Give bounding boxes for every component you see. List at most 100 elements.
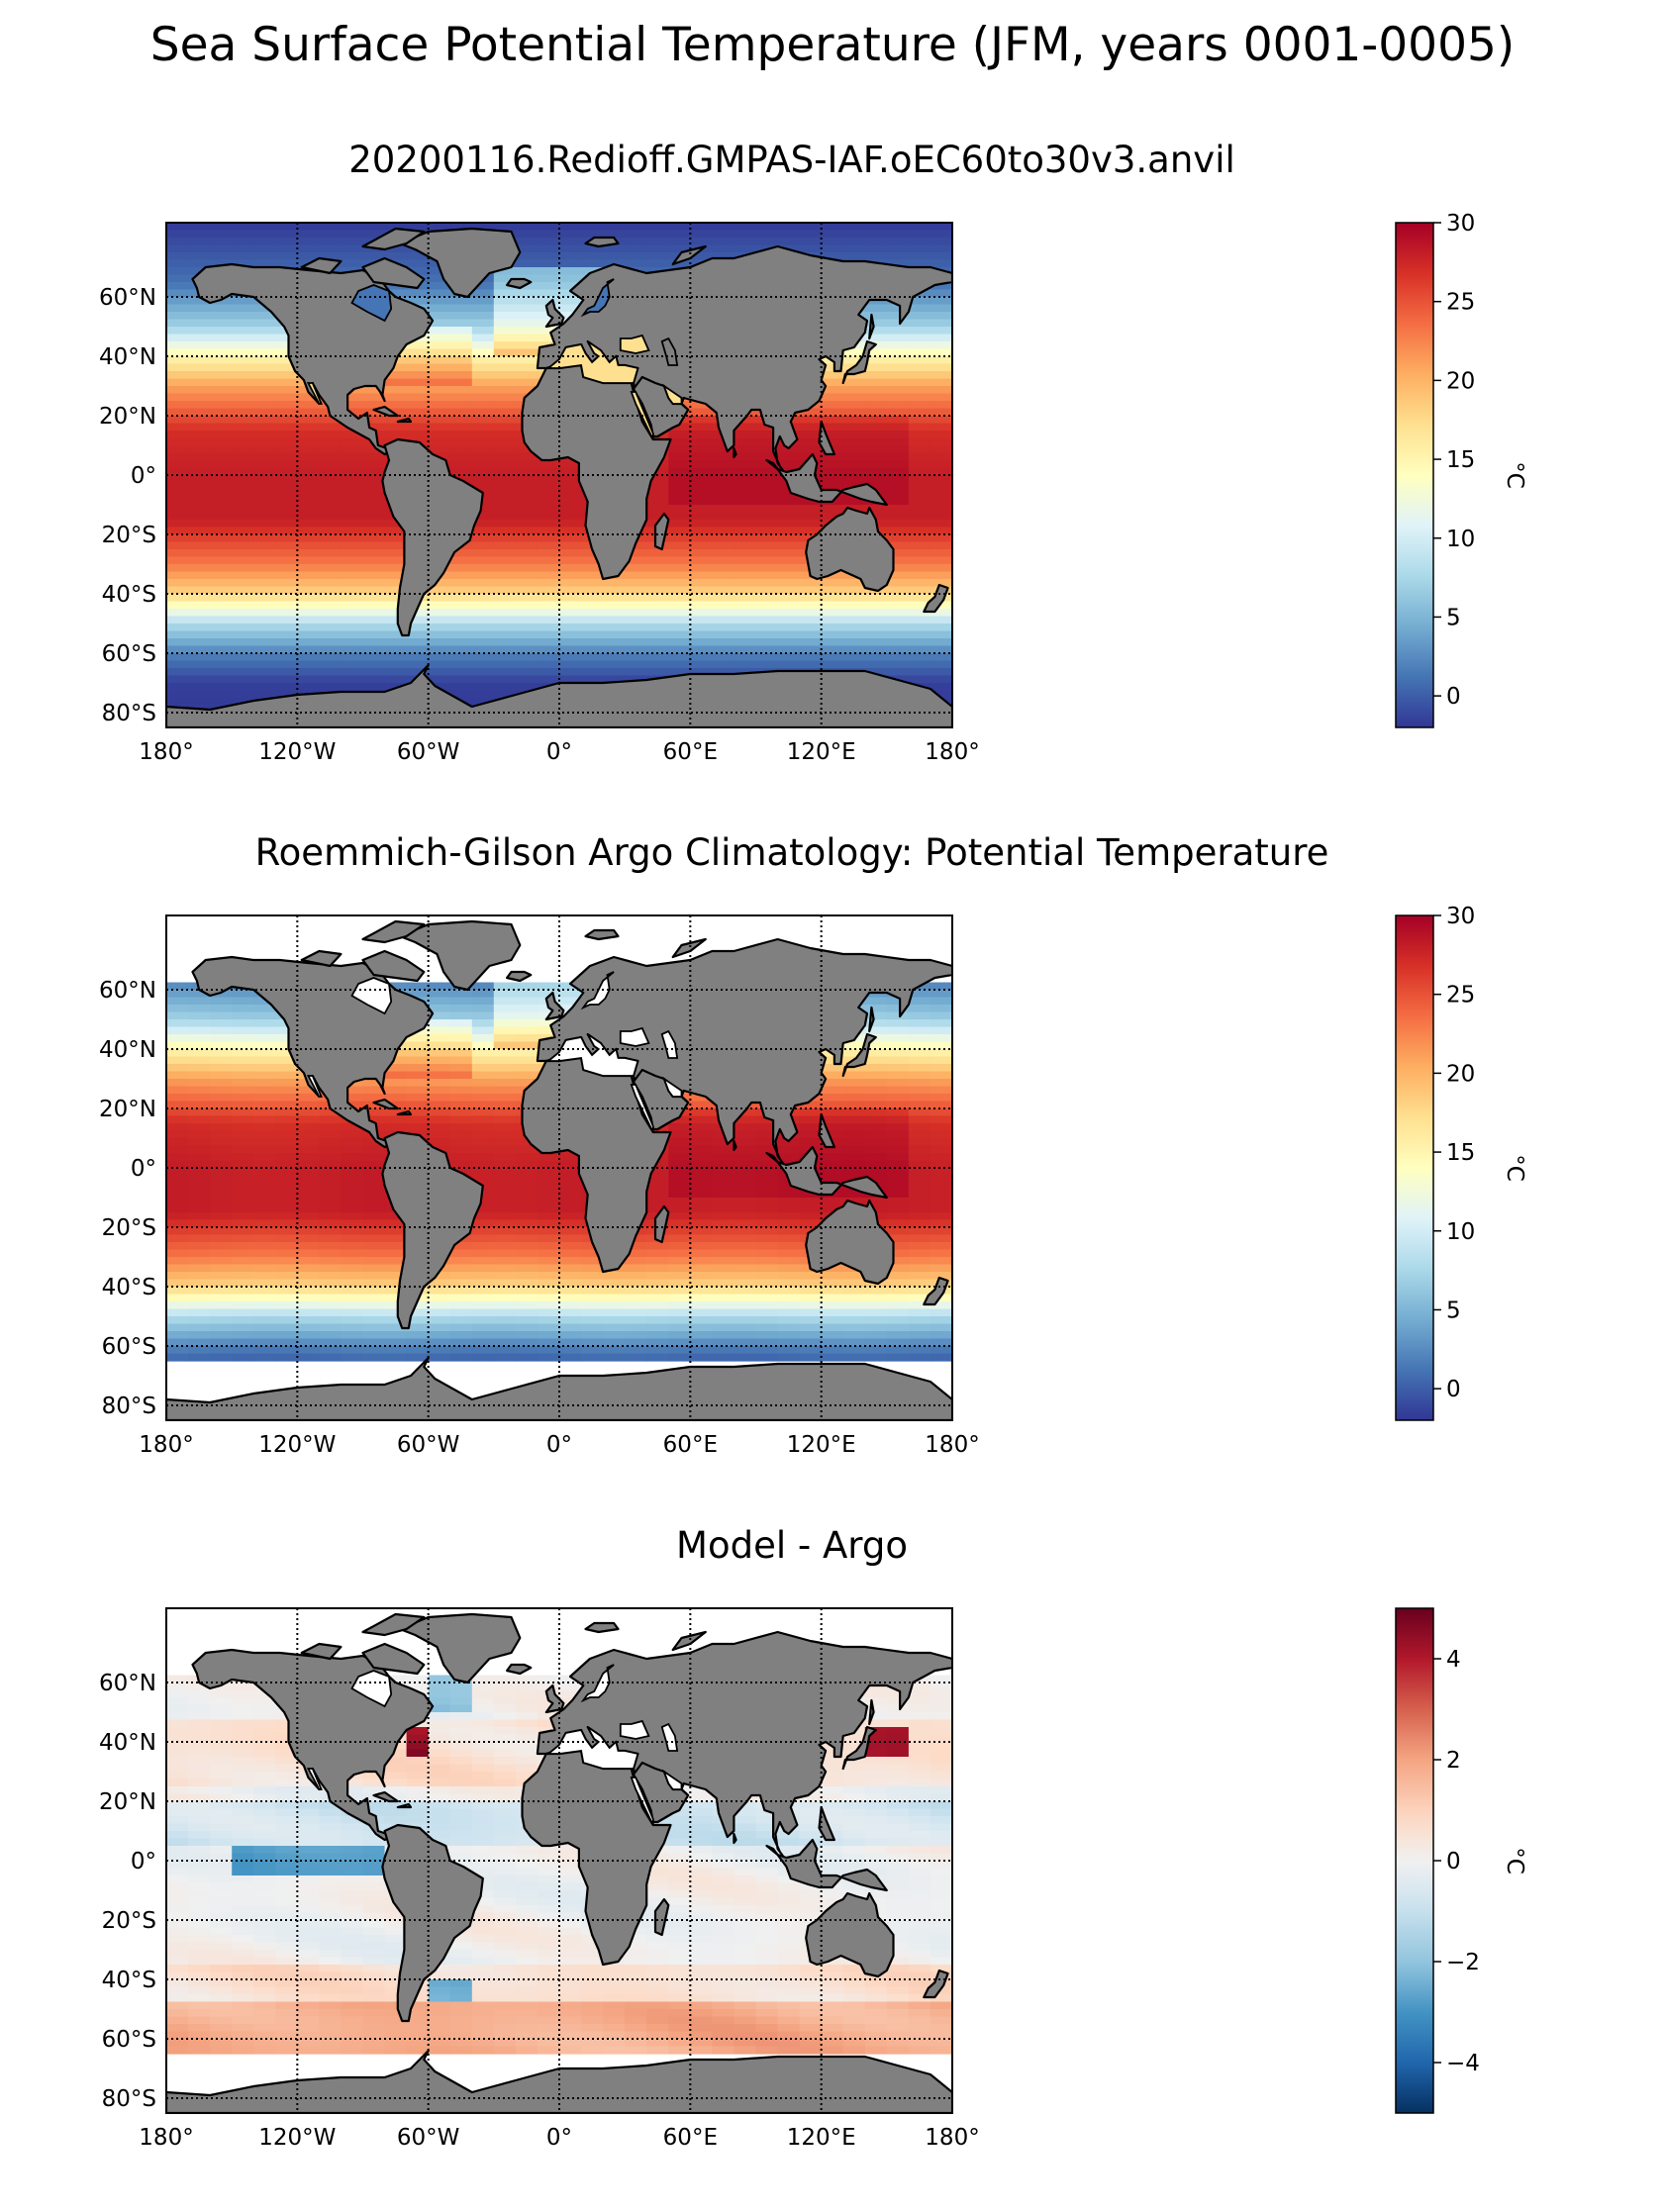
victoria-island-land (300, 256, 343, 275)
gulf-of-california-water (306, 382, 323, 405)
lon-tick-label: 180° (925, 2125, 979, 2151)
panel-3-title: Model - Argo (676, 1524, 908, 1567)
lon-tick-label: 60°E (663, 1432, 718, 1458)
colorbar-tick-label: 30 (1446, 904, 1475, 929)
mediterranean-water (545, 1033, 639, 1077)
colorbar-tick-label: 0 (1446, 684, 1461, 710)
baffin-land (361, 1642, 426, 1676)
lon-tick-label: 0° (546, 2125, 572, 2151)
colorbar-tick-label: 10 (1446, 527, 1475, 552)
lat-tick-label: 20°S (102, 523, 156, 548)
philippines-land (818, 1112, 835, 1149)
lat-tick-label: 60°S (102, 2027, 156, 2053)
colorbar-tick-label: −4 (1446, 2051, 1480, 2076)
lat-tick-label: 40°S (102, 1275, 156, 1300)
lon-tick-label: 0° (546, 739, 572, 765)
lat-tick-label: 40°S (102, 582, 156, 608)
lat-tick-label: 20°S (102, 1215, 156, 1241)
lat-tick-label: 60°N (99, 978, 156, 1004)
colorbar-tick-label: 30 (1446, 211, 1475, 237)
ellesmere-land (361, 919, 426, 944)
lat-tick-label: 0° (131, 1156, 156, 1182)
baffin-land (361, 256, 426, 290)
persian-gulf-water (662, 1076, 683, 1098)
colorbar-tick-label: 4 (1446, 1647, 1461, 1673)
svalbard-land (584, 1621, 620, 1634)
japan-land (841, 1032, 877, 1078)
model-sst-map: 180° 120°W 60°W 0° 60°E 120°E 180° 60°N 40°N 20°N… (99, 222, 980, 765)
lon-tick-label: 180° (925, 739, 979, 765)
lon-tick-label: 120°E (787, 1432, 856, 1458)
japan-land (841, 339, 877, 385)
model-sst-colorbar: 30 25 20 15 10 5 0 °C (1395, 211, 1527, 728)
madagascar-land (653, 512, 670, 551)
argo-sst-map: 180° 120°W 60°W 0° 60°E 120°E 180° 60°N 40°N 20°N… (99, 914, 980, 1458)
lat-tick-label: 20°N (99, 404, 156, 430)
colorbar-tick-label: 25 (1446, 290, 1475, 316)
colorbar-tick-label: 5 (1446, 605, 1461, 630)
lon-tick-label: 120°W (258, 2125, 336, 2151)
colorbar-tick-label: 25 (1446, 983, 1475, 1009)
colorbar-gradient (1395, 1607, 1434, 2114)
lon-tick-label: 120°W (258, 739, 336, 765)
black-sea-water (619, 1026, 650, 1047)
australia-land (805, 1199, 895, 1286)
britain-land (544, 1683, 565, 1714)
bias-map: 180° 120°W 60°W 0° 60°E 120°E 180° 60°N 40°N 20°N… (99, 1607, 980, 2151)
lon-tick-label: 180° (139, 2125, 193, 2151)
australia-land (805, 506, 895, 593)
novaya-zemlya-land (671, 1630, 707, 1652)
colorbar-tick-label: 0 (1446, 1377, 1461, 1402)
sakhalin-land (868, 1006, 875, 1033)
graticule (166, 915, 952, 1420)
bias-colorbar: 4 2 0 −2 −4 °C (1395, 1607, 1527, 2114)
lat-tick-label: 60°S (102, 641, 156, 667)
lon-tick-label: 60°W (397, 739, 460, 765)
japan-land (841, 1725, 877, 1771)
svalbard-land (584, 928, 620, 941)
lat-tick-label: 20°S (102, 1908, 156, 1934)
madagascar-land (653, 1897, 670, 1937)
colorbar-tick-label: 20 (1446, 368, 1475, 394)
lat-tick-label: 60°S (102, 1334, 156, 1360)
black-sea-water (619, 334, 650, 354)
map-frame (165, 1607, 953, 2114)
hudson-bay-water (350, 977, 393, 1015)
lat-tick-label: 40°S (102, 1968, 156, 1993)
sri-lanka-land (733, 446, 737, 459)
map-frame (165, 222, 953, 728)
south-america-land (381, 437, 484, 637)
britain-land (544, 298, 565, 329)
sri-lanka-land (733, 1139, 737, 1152)
novaya-zemlya-land (671, 937, 707, 959)
lon-tick-label: 120°E (787, 739, 856, 765)
indonesia-land (765, 452, 888, 507)
indonesia-land (765, 1145, 888, 1200)
lon-tick-label: 60°W (397, 1432, 460, 1458)
panel-1-title: 20200116.Redioff.GMPAS-IAF.oEC60to30v3.a… (348, 139, 1235, 181)
lat-tick-label: 20°N (99, 1789, 156, 1815)
lon-tick-label: 120°E (787, 2125, 856, 2151)
iceland-land (506, 970, 533, 983)
gulf-of-california-water (306, 1075, 323, 1098)
philippines-land (818, 420, 835, 456)
sakhalin-land (868, 1698, 875, 1726)
greenland-land (398, 227, 522, 299)
lon-tick-label: 180° (139, 739, 193, 765)
ellesmere-land (361, 227, 426, 251)
lat-tick-label: 0° (131, 1849, 156, 1875)
lat-tick-label: 20°N (99, 1097, 156, 1122)
lon-tick-label: 120°W (258, 1432, 336, 1458)
hudson-bay-water (350, 1670, 393, 1708)
south-america-land (381, 1823, 484, 2023)
cuba-land (372, 1790, 399, 1803)
greenland-land (398, 1612, 522, 1684)
iceland-land (506, 277, 533, 290)
novaya-zemlya-land (671, 244, 707, 266)
panel-2-title: Roemmich-Gilson Argo Climatology: Potent… (254, 831, 1329, 874)
indonesia-land (765, 1838, 888, 1892)
colorbar-tick-label: 10 (1446, 1219, 1475, 1245)
graticule (166, 1608, 952, 2113)
hispaniola-land (396, 417, 413, 424)
argo-sst-colorbar: 30 25 20 15 10 5 0 °C (1395, 904, 1527, 1421)
